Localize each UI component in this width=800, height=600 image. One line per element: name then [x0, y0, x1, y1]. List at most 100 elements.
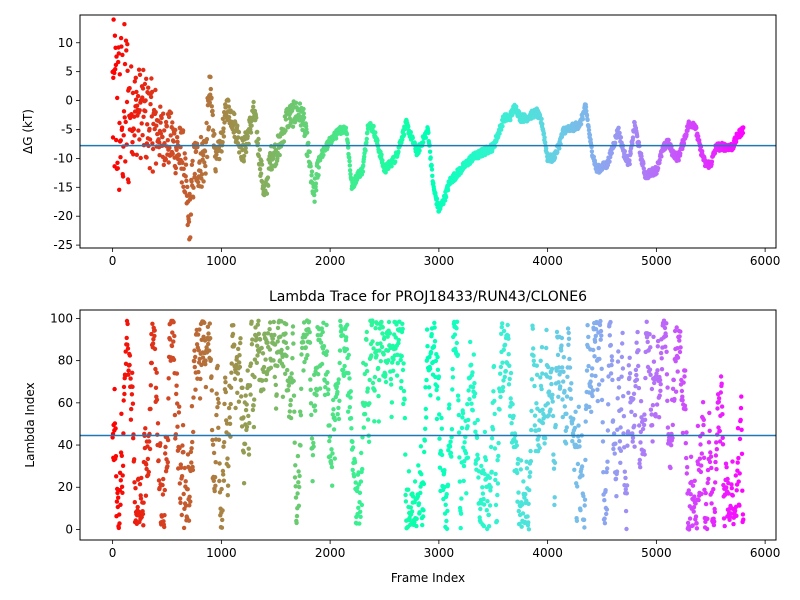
data-point	[193, 149, 199, 154]
data-point	[205, 324, 211, 329]
data-point	[158, 104, 163, 109]
data-point	[403, 452, 408, 457]
data-point	[733, 473, 738, 478]
data-point	[632, 444, 637, 449]
data-point	[155, 421, 161, 426]
data-point	[604, 469, 609, 475]
data-point	[673, 389, 679, 394]
data-point	[232, 376, 238, 382]
data-point	[721, 482, 726, 488]
data-point	[386, 358, 391, 363]
data-point	[729, 482, 734, 487]
data-point	[569, 381, 574, 386]
data-point	[335, 389, 340, 395]
data-point	[304, 127, 309, 132]
data-point	[297, 484, 302, 490]
data-point	[366, 439, 372, 444]
data-point	[616, 385, 622, 390]
data-point	[708, 450, 713, 455]
data-point	[209, 427, 215, 433]
data-point	[551, 452, 556, 457]
data-point	[309, 436, 315, 441]
data-point	[414, 516, 419, 521]
data-point	[121, 384, 127, 390]
data-point	[475, 452, 480, 457]
data-point	[685, 465, 690, 470]
data-point	[369, 353, 374, 358]
data-point	[284, 353, 289, 359]
data-point	[307, 330, 312, 335]
data-point	[220, 517, 225, 523]
data-point	[638, 399, 644, 404]
data-point	[121, 431, 126, 436]
data-point	[147, 166, 152, 171]
data-point	[261, 387, 266, 392]
data-point	[700, 149, 705, 154]
y-tick-label: -15	[53, 180, 73, 194]
data-point	[118, 138, 124, 143]
data-point	[497, 131, 502, 136]
data-point	[525, 514, 530, 519]
data-point	[166, 376, 171, 381]
y-tick-label: 0	[65, 522, 73, 536]
data-point	[213, 460, 218, 465]
data-point	[580, 117, 585, 122]
data-point	[177, 481, 182, 486]
data-point	[329, 447, 334, 452]
data-point	[740, 512, 746, 517]
data-point	[740, 130, 746, 136]
data-point	[589, 373, 595, 378]
data-point	[359, 450, 364, 456]
data-point	[608, 319, 613, 325]
data-point	[709, 465, 714, 471]
data-point	[182, 151, 187, 156]
data-point	[657, 377, 663, 383]
data-point	[119, 125, 125, 130]
data-point	[608, 371, 614, 376]
data-point	[658, 350, 664, 356]
data-point	[616, 125, 621, 130]
data-point	[160, 134, 165, 140]
data-point	[119, 453, 125, 458]
data-point	[670, 435, 675, 441]
data-point	[191, 185, 196, 190]
data-point	[394, 373, 400, 378]
data-point	[702, 487, 707, 492]
data-point	[226, 405, 232, 411]
data-point	[380, 325, 385, 330]
data-point	[186, 518, 192, 523]
data-point	[619, 407, 624, 412]
data-point	[169, 343, 175, 349]
data-point	[221, 126, 226, 131]
data-point	[737, 471, 742, 476]
data-point	[401, 361, 406, 366]
data-point	[226, 115, 232, 120]
data-point	[214, 412, 219, 418]
data-point	[609, 150, 614, 156]
data-point	[152, 328, 157, 333]
data-point	[211, 478, 216, 483]
data-point	[251, 403, 256, 408]
data-point	[312, 403, 318, 408]
data-point	[650, 403, 656, 408]
data-point	[539, 386, 544, 392]
data-point	[196, 369, 201, 375]
data-point	[358, 514, 363, 519]
data-point	[552, 460, 558, 465]
x-tick-label: 4000	[532, 546, 563, 560]
data-point	[122, 61, 128, 67]
data-point	[738, 405, 744, 411]
data-point	[662, 325, 668, 331]
data-point	[697, 456, 703, 461]
data-point	[296, 480, 301, 485]
data-point	[295, 453, 301, 459]
data-point	[403, 492, 408, 498]
data-point	[148, 102, 153, 107]
data-point	[212, 475, 218, 480]
data-point	[389, 382, 394, 387]
data-point	[240, 385, 245, 390]
data-point	[480, 491, 486, 496]
data-point	[143, 98, 148, 103]
data-point	[704, 526, 710, 532]
data-point	[283, 371, 288, 376]
